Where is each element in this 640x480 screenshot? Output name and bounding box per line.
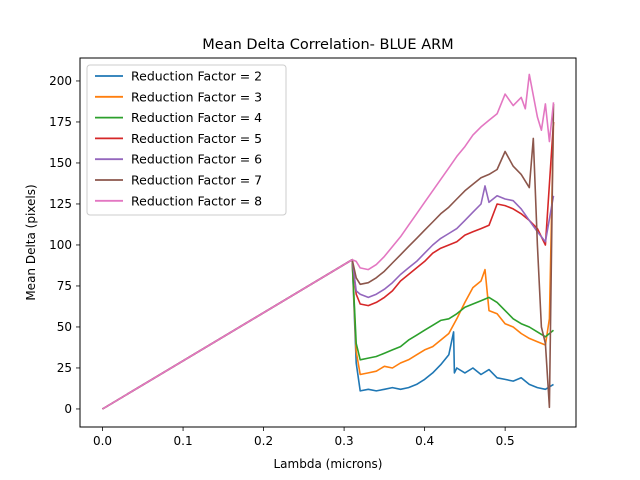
x-tick-label: 0.0: [93, 434, 112, 448]
legend: Reduction Factor = 2 Reduction Factor = 3…: [86, 64, 287, 216]
plot-area: [102, 73, 555, 410]
legend-label: Reduction Factor = 2: [131, 69, 262, 84]
y-tick-label: 125: [49, 197, 72, 211]
legend-label: Reduction Factor = 7: [131, 173, 262, 188]
series-line-2: [102, 258, 554, 410]
y-axis: 0 25 50 75 100 125 150 175 200: [49, 74, 80, 416]
legend-label: Reduction Factor = 3: [131, 89, 262, 104]
series-line-5: [102, 121, 555, 410]
x-axis: 0.0 0.1 0.2 0.3 0.4 0.5: [93, 427, 515, 448]
legend-box: [86, 64, 287, 216]
legend-label: Reduction Factor = 4: [131, 110, 262, 125]
legend-label: Reduction Factor = 6: [131, 152, 262, 167]
axes-frame: [79, 57, 577, 428]
y-tick-label: 50: [57, 320, 72, 334]
x-tick-label: 0.1: [174, 434, 193, 448]
x-tick-label: 0.5: [496, 434, 515, 448]
x-tick-label: 0.3: [335, 434, 354, 448]
series-line-4: [102, 258, 555, 410]
y-tick-label: 100: [49, 238, 72, 252]
x-tick-label: 0.4: [415, 434, 434, 448]
series-line-7: [102, 103, 555, 410]
series-line-6: [102, 185, 555, 410]
series-line-8: [102, 73, 555, 410]
y-tick-label: 150: [49, 156, 72, 170]
legend-label: Reduction Factor = 5: [131, 131, 262, 146]
x-axis-label: Lambda (microns): [274, 457, 383, 471]
chart-title: Mean Delta Correlation- BLUE ARM: [202, 37, 453, 53]
y-tick-label: 0: [64, 402, 72, 416]
y-tick-label: 175: [49, 115, 72, 129]
y-tick-label: 200: [49, 74, 72, 88]
y-axis-label: Mean Delta (pixels): [24, 184, 38, 300]
legend-label: Reduction Factor = 8: [131, 193, 262, 208]
y-tick-label: 25: [57, 361, 72, 375]
x-tick-label: 0.2: [254, 434, 273, 448]
series-line-3: [102, 121, 555, 410]
y-tick-label: 75: [57, 279, 72, 293]
